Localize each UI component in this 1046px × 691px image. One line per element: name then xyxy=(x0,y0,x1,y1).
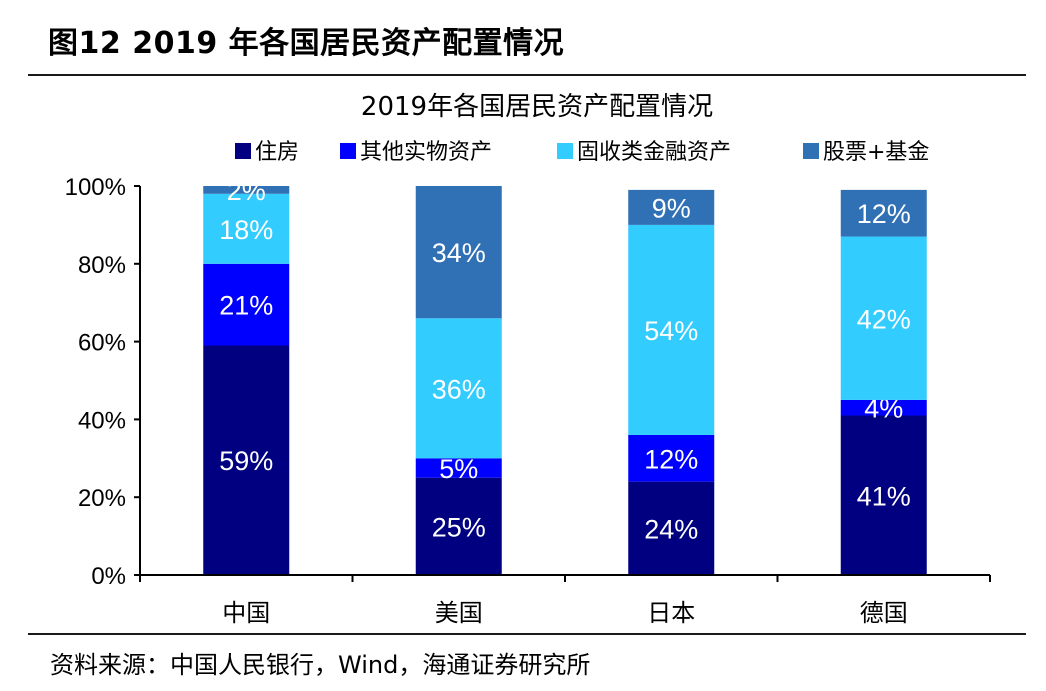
legend-swatch xyxy=(557,143,573,159)
bar-segment xyxy=(415,318,502,459)
bar-segment xyxy=(840,415,927,575)
data-label: 24% xyxy=(644,514,698,544)
legend-swatch xyxy=(803,143,819,159)
bar-segment xyxy=(203,263,290,346)
figure-title: 图12 2019 年各国居民资产配置情况 xyxy=(48,26,565,61)
chart-axes: 0% 20% 40% 60% 80% 100% 中国 美国 日本 德国 xyxy=(65,174,991,627)
bar-segment xyxy=(203,345,290,575)
source-note: 资料来源：中国人民银行，Wind，海通证券研究所 xyxy=(50,651,591,679)
legend-label: 其他实物资产 xyxy=(360,140,492,165)
y-tick-label: 100% xyxy=(65,174,126,201)
bar-area: 59%21%18%2%25%5%36%34%24%12%54%9%41%4%42… xyxy=(203,176,927,575)
legend-swatch xyxy=(235,143,251,159)
legend-label: 股票+基金 xyxy=(823,140,929,165)
chart-title: 2019年各国居民资产配置情况 xyxy=(361,92,713,122)
top-divider xyxy=(28,74,1026,76)
chart-legend: 住房 其他实物资产 固收类金融资产 股票+基金 xyxy=(235,140,929,165)
category-label: 美国 xyxy=(435,599,483,627)
category-label: 日本 xyxy=(647,599,695,627)
bar-segment xyxy=(628,224,715,435)
data-label: 9% xyxy=(652,193,691,223)
data-label: 34% xyxy=(432,238,486,268)
legend-swatch xyxy=(340,143,356,159)
bar-segment xyxy=(628,481,715,575)
y-tick-label: 80% xyxy=(78,252,126,279)
bar-segment xyxy=(203,186,290,194)
legend-label: 住房 xyxy=(255,140,299,165)
y-tick-label: 20% xyxy=(78,485,126,512)
data-label: 42% xyxy=(857,304,911,334)
legend-label: 固收类金融资产 xyxy=(577,140,731,165)
y-tick-label: 40% xyxy=(78,407,126,434)
data-label: 54% xyxy=(644,316,698,346)
bar-segment xyxy=(628,189,715,225)
data-label: 41% xyxy=(857,481,911,511)
bar-segment xyxy=(840,399,927,416)
category-label: 德国 xyxy=(860,599,908,627)
data-label: 12% xyxy=(644,444,698,474)
data-label: 2% xyxy=(227,176,266,206)
bar-segment xyxy=(628,434,715,482)
bar-segment xyxy=(415,458,502,478)
data-label: 36% xyxy=(432,374,486,404)
bar-segment xyxy=(415,186,502,319)
y-tick-label: 0% xyxy=(91,563,126,590)
data-label: 18% xyxy=(219,215,273,245)
bar-segment xyxy=(840,236,927,400)
data-label: 59% xyxy=(219,446,273,476)
bottom-divider xyxy=(28,633,1026,635)
data-label: 21% xyxy=(219,291,273,321)
bar-segment xyxy=(203,193,290,264)
bar-segment xyxy=(840,189,927,237)
data-label: 5% xyxy=(439,454,478,484)
category-label: 中国 xyxy=(222,599,270,627)
data-label: 12% xyxy=(857,199,911,229)
bar-segment xyxy=(415,477,502,575)
data-label: 25% xyxy=(432,512,486,542)
y-tick-label: 60% xyxy=(78,330,126,357)
